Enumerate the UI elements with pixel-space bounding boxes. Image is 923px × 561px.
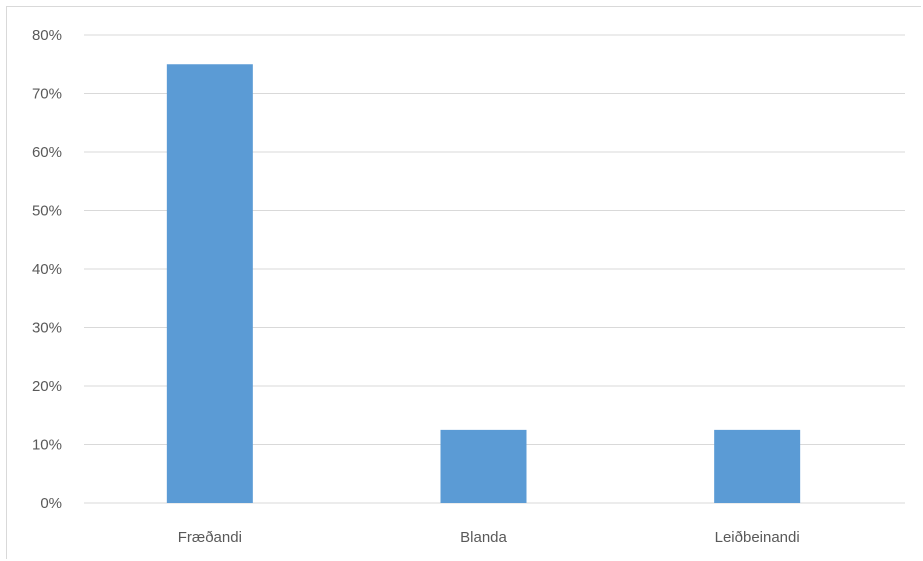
x-axis-category-labels: Fræðandi Blanda Leiðbeinandi [178,529,800,546]
y-tick-label: 70% [32,86,62,103]
y-tick-label: 10% [32,437,62,454]
y-tick-label: 50% [32,203,62,220]
x-category-label: Leiðbeinandi [715,529,800,546]
y-tick-label: 0% [40,495,62,512]
bar-1 [166,64,253,503]
bar-2 [440,429,527,503]
y-tick-label: 80% [32,27,62,44]
chart-frame [6,6,921,559]
x-category-label: Fræðandi [178,529,242,546]
bars [166,64,801,503]
y-axis-tick-labels: 0% 10% 20% 30% 40% 50% 60% 70% 80% [32,27,62,512]
y-tick-label: 40% [32,261,62,278]
x-category-label: Blanda [460,529,507,546]
y-tick-label: 20% [32,378,62,395]
bar-3 [714,429,801,503]
y-tick-label: 30% [32,320,62,337]
y-tick-label: 60% [32,144,62,161]
